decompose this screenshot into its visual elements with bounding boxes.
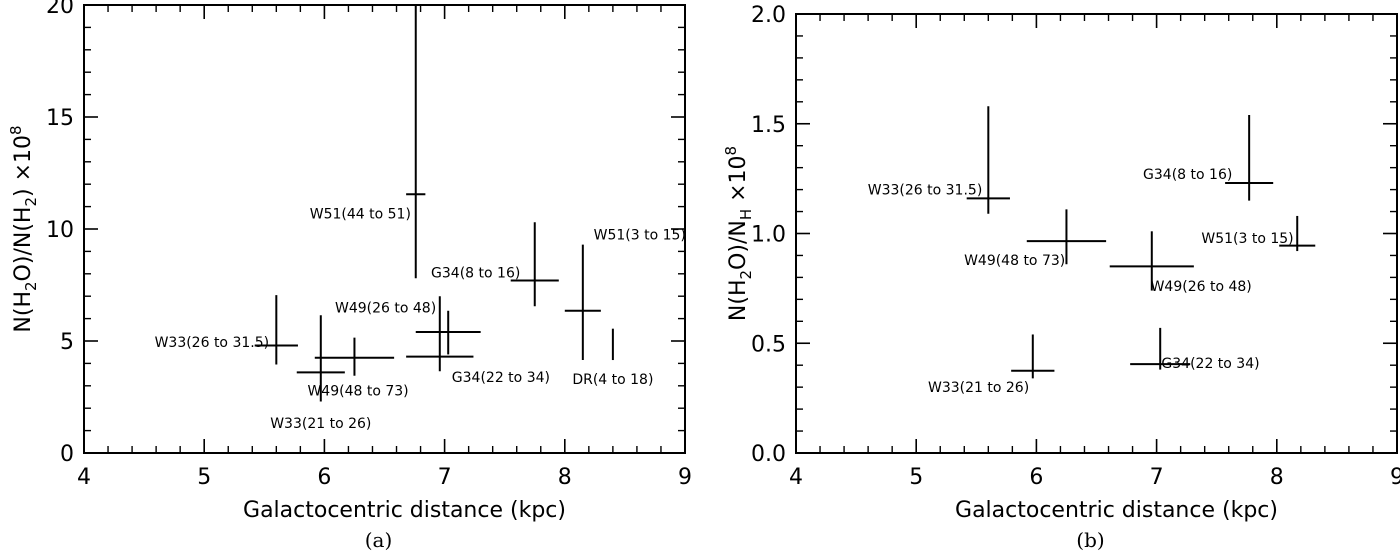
source-label: W49(26 to 48)	[335, 300, 436, 316]
source-label: W51(44 to 51)	[310, 206, 411, 222]
data-point: W33(26 to 31.5)	[868, 106, 1010, 214]
data-point: W49(48 to 73)	[964, 209, 1107, 269]
x-tick-label: 8	[1270, 465, 1284, 490]
data-point: G34(22 to 34)	[406, 296, 550, 386]
x-tick-label: 6	[317, 465, 331, 490]
source-label: G34(22 to 34)	[452, 370, 550, 386]
y-tick-label: 15	[46, 106, 74, 131]
y-axis-title-part: 8	[7, 125, 25, 135]
y-axis-title-part: O)/N	[726, 220, 751, 270]
x-tick-label: 5	[197, 465, 211, 490]
y-axis-title-part: 8	[722, 146, 740, 156]
data-point: DR(4 to 18)	[572, 328, 653, 388]
y-axis-title-part: 2	[737, 270, 755, 280]
plot-frame	[795, 13, 1398, 454]
source-label: W49(48 to 73)	[307, 383, 408, 399]
data-point: G34(22 to 34)	[1130, 327, 1260, 372]
y-axis-title-part: O)/N(H	[11, 207, 36, 282]
y-tick-label: 5	[60, 330, 74, 355]
data-point: W49(48 to 73)	[307, 337, 409, 399]
data-point: W51(44 to 51)	[310, 5, 426, 279]
source-label: W33(21 to 26)	[928, 380, 1029, 396]
x-tick-label: 6	[1029, 465, 1043, 490]
y-axis-title-part: H	[737, 209, 755, 220]
y-axis-title-part: ) ×10	[11, 135, 36, 197]
y-axis-title-part: 2	[22, 197, 40, 207]
x-tick-label: 9	[1390, 465, 1400, 490]
source-label: W33(26 to 31.5)	[155, 335, 270, 351]
x-tick-label: 8	[558, 465, 572, 490]
x-tick-label: 9	[678, 465, 692, 490]
y-tick-label: 0	[60, 442, 74, 467]
y-axis-title: N(H2O)/NH ×108	[722, 146, 755, 321]
y-tick-label: 0.0	[751, 442, 786, 467]
x-tick-label: 7	[1150, 465, 1164, 490]
x-tick-label: 5	[909, 465, 923, 490]
data-point: W51(3 to 15)	[1201, 215, 1316, 252]
x-tick-label: 4	[77, 465, 91, 490]
y-tick-label: 1.5	[751, 113, 786, 138]
y-tick-label: 10	[46, 218, 74, 243]
y-tick-label: 0.5	[751, 332, 786, 357]
x-axis-title: Galactocentric distance (kpc)	[955, 498, 1278, 523]
source-label: G34(8 to 16)	[431, 266, 520, 282]
source-label: W51(3 to 15)	[1201, 231, 1293, 247]
source-label: W49(26 to 48)	[1151, 279, 1252, 295]
source-label: W33(21 to 26)	[270, 416, 371, 432]
source-label: G34(8 to 16)	[1143, 167, 1232, 183]
x-axis-title: Galactocentric distance (kpc)	[243, 498, 566, 523]
y-tick-label: 20	[46, 0, 74, 19]
panel-a: 4 5 6 7 8 9 0 5 10 15 20 W51(44 to 51) G34(8 to 16) W…	[7, 0, 692, 552]
data-point: G34(8 to 16)	[1143, 114, 1274, 201]
y-axis-title-part: N(H	[726, 279, 751, 321]
x-tick-label: 7	[438, 465, 452, 490]
panel-label: (b)	[1076, 528, 1104, 552]
x-tick-label: 4	[789, 465, 803, 490]
y-axis-title: N(H2O)/N(H2) ×108	[7, 125, 40, 332]
panel-b: 4 5 6 7 8 9 0.0 0.5 1.0 1.5 2.0 W33(26 to 31.5) G34(…	[722, 3, 1400, 552]
source-label: W33(26 to 31.5)	[868, 183, 983, 199]
data-point: W51(3 to 15)	[564, 228, 686, 361]
y-tick-label: 2.0	[751, 3, 786, 28]
y-axis-title-part: 2	[22, 281, 40, 291]
data-point: G34(8 to 16)	[431, 222, 559, 307]
y-tick-label: 1.0	[751, 223, 786, 248]
source-label: W49(48 to 73)	[964, 253, 1065, 269]
data-point: W33(26 to 31.5)	[155, 295, 298, 365]
panel-label: (a)	[365, 528, 393, 552]
source-label: W51(3 to 15)	[594, 228, 686, 244]
data-point: W49(26 to 48)	[1109, 231, 1252, 295]
source-label: DR(4 to 18)	[572, 372, 653, 388]
source-label: G34(22 to 34)	[1161, 356, 1259, 372]
data-point: W33(21 to 26)	[270, 315, 371, 432]
data-point: W49(26 to 48)	[335, 300, 481, 355]
y-axis-title-part: ×10	[726, 155, 751, 208]
data-point: W33(21 to 26)	[928, 334, 1055, 396]
y-axis-title-part: N(H	[11, 291, 36, 333]
